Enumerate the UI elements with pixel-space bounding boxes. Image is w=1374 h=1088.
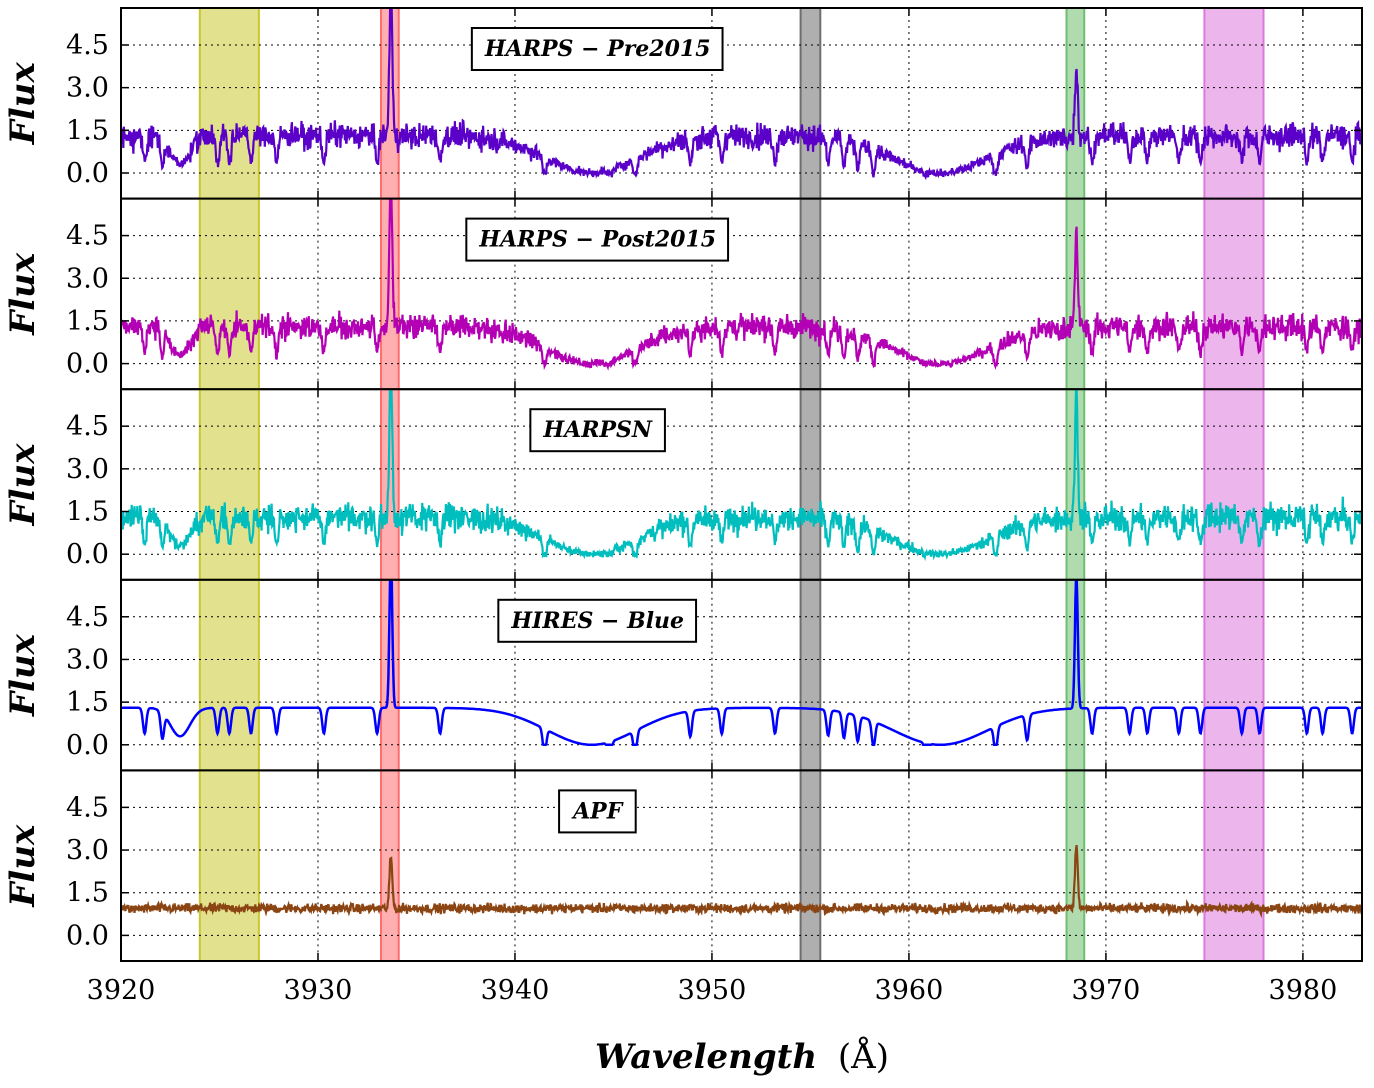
y-tick-label: 1.5 (66, 306, 109, 337)
x-tick-label: 3930 (284, 975, 353, 1006)
grid (121, 579, 1362, 771)
panel-2: 0.0 1.5 3.0 4.5 Flux HARPS − Post2015 (3, 197, 1363, 391)
y-tick-label: 0.0 (66, 349, 109, 380)
panel-label-box (470, 27, 724, 71)
x-tick-label: 3970 (1072, 975, 1141, 1006)
shaded-band (198, 769, 260, 963)
series-line (121, 8, 1362, 181)
panel-frame (120, 578, 1363, 772)
series-line (121, 579, 1362, 747)
x-tick-label: 3960 (875, 975, 944, 1006)
x-tick-label: 3920 (87, 975, 156, 1006)
panel-label-box (465, 217, 730, 262)
panel-label-box (558, 789, 637, 834)
shaded-band (1203, 7, 1265, 200)
shaded-band (799, 769, 822, 963)
panel-frame (120, 388, 1363, 581)
y-tick-label: 1.5 (66, 687, 109, 718)
panel-label-box (529, 408, 666, 453)
x-axis-ticks: 3920 3930 3940 3950 3960 3970 3980 (87, 975, 1338, 1006)
panel-label: APF (571, 798, 624, 824)
y-tick-label: 3.0 (66, 835, 109, 866)
y-axis-label: Flux (3, 633, 43, 717)
x-tick-label: 3950 (678, 975, 747, 1006)
panel-4: 0.0 1.5 3.0 4.5 Flux HIRES − Blue (3, 578, 1363, 772)
y-tick-label: 4.5 (66, 792, 109, 823)
panel-label: HARPS − Post2015 (478, 227, 716, 253)
shaded-band (799, 578, 822, 772)
panel-frame (120, 769, 1363, 963)
x-tick-label: 3940 (481, 975, 550, 1006)
panel-3: 0.0 1.5 3.0 4.5 Flux HARPSN (3, 388, 1363, 581)
x-axis-label-unit: (Å) (838, 1036, 889, 1077)
shaded-band (799, 388, 822, 581)
shaded-band (1065, 197, 1086, 391)
y-tick-label: 0.0 (66, 539, 109, 570)
y-tick-label: 3.0 (66, 73, 109, 104)
panel-label: HIRES − Blue (510, 608, 684, 634)
y-tick-label: 4.5 (66, 30, 109, 61)
y-axis-label: Flux (3, 62, 43, 146)
y-tick-label: 0.0 (66, 920, 109, 951)
shaded-band (1203, 578, 1265, 772)
series-line (121, 198, 1362, 371)
grid (121, 770, 1362, 961)
grid (121, 389, 1362, 580)
shaded-band (799, 197, 822, 391)
panel-5: 0.0 1.5 3.0 4.5 Flux APF (3, 769, 1363, 963)
y-tick-label: 4.5 (66, 221, 109, 252)
y-axis-label: Flux (3, 252, 43, 336)
y-tick-label: 0.0 (66, 730, 109, 761)
y-tick-label: 4.5 (66, 602, 109, 633)
shaded-band (198, 388, 260, 581)
series-line (121, 389, 1362, 562)
shaded-band (1203, 388, 1265, 581)
x-tick-label: 3980 (1269, 975, 1338, 1006)
grid (121, 198, 1362, 390)
shaded-band (1203, 769, 1265, 963)
y-tick-label: 3.0 (66, 263, 109, 294)
x-axis-label: Wavelength (Å) (595, 1036, 889, 1077)
y-tick-label: 3.0 (66, 644, 109, 675)
panel-1: 0.0 1.5 3.0 4.5 Flux HARPS − Pre2015 (3, 7, 1363, 200)
y-tick-label: 1.5 (66, 878, 109, 909)
series-line (121, 844, 1362, 919)
panel-frame (120, 7, 1363, 200)
panel-label: HARPSN (542, 417, 653, 443)
shaded-band (198, 7, 260, 200)
panel-label: HARPS − Pre2015 (484, 36, 711, 62)
y-axis-label: Flux (3, 824, 43, 908)
y-axis-label: Flux (3, 443, 43, 527)
x-axis-label-main: Wavelength (595, 1037, 817, 1077)
panel-label-box (497, 598, 698, 643)
panels: 0.0 1.5 3.0 4.5 Flux HARPS − Pre2015 0.0 1.5 3.0… (3, 7, 1363, 963)
shaded-band (799, 7, 822, 200)
y-tick-label: 3.0 (66, 454, 109, 485)
y-tick-label: 0.0 (66, 158, 109, 189)
y-tick-label: 4.5 (66, 411, 109, 442)
shaded-band (198, 197, 260, 391)
grid (121, 8, 1362, 199)
panel-frame (120, 197, 1363, 391)
y-tick-label: 1.5 (66, 115, 109, 146)
shaded-band (198, 578, 260, 772)
y-tick-label: 1.5 (66, 497, 109, 528)
shaded-band (1203, 197, 1265, 391)
